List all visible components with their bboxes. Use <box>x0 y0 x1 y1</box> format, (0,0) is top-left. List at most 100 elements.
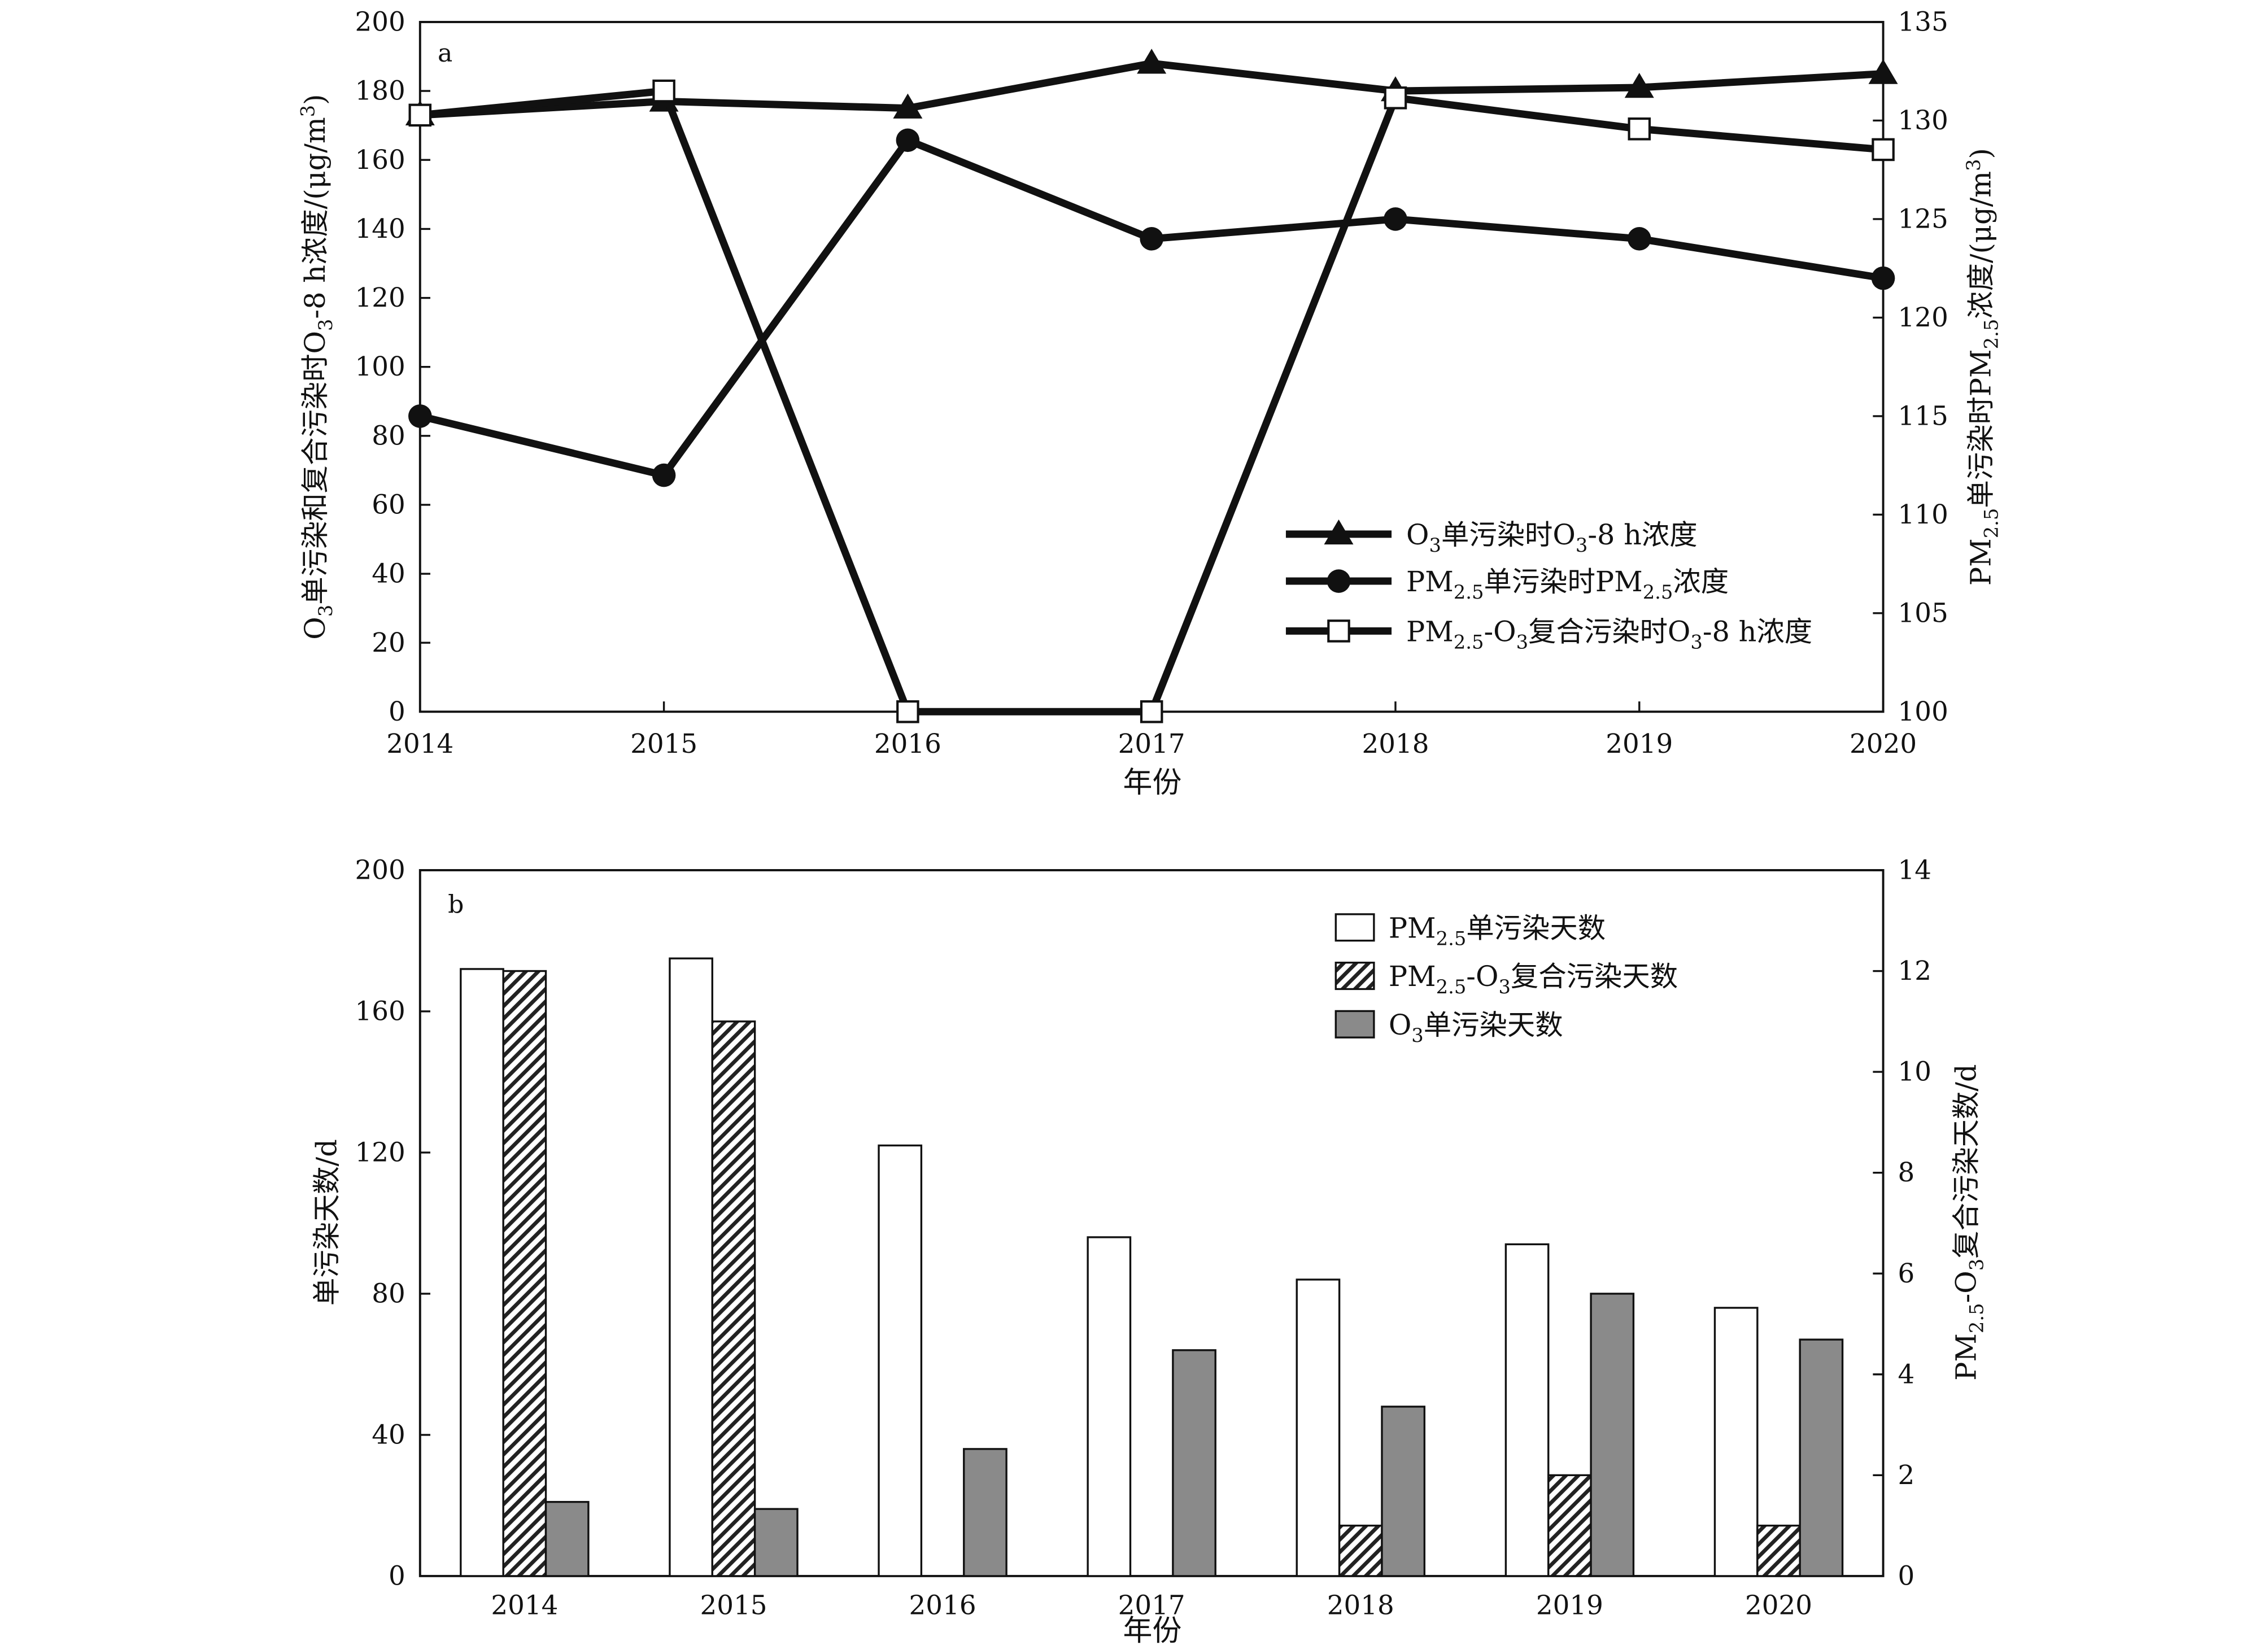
tick-label: 2016 <box>874 729 941 760</box>
bar <box>1338 1524 1383 1577</box>
panel-a-right-ylabel: PM2.5单污染时PM2.5浓度/(μg/m3) <box>1962 148 2002 586</box>
data-point-square <box>1140 700 1163 723</box>
tick-label: 4 <box>1898 1359 1915 1390</box>
panel-a-x-axis: 2014 2015 2016 2017 2018 2019 2020 <box>386 701 1917 760</box>
panel-a-xlabel: 年份 <box>1123 766 1182 800</box>
legend-item-o3-single: O3单污染时O3-8 h浓度 <box>1285 518 1698 556</box>
legend-item-pm25-days: PM2.5单污染天数 <box>1334 911 1606 949</box>
legend-item-compound-days: PM2.5-O3复合污染天数 <box>1334 960 1678 998</box>
tick-label: 10 <box>1898 1057 1932 1088</box>
series-line <box>419 136 1884 479</box>
panel-b-xlabel: 年份 <box>1123 1614 1182 1645</box>
svg-text:O3单污染天数: O3单污染天数 <box>1389 1009 1563 1046</box>
tick-label: 130 <box>1898 106 1948 136</box>
bar <box>1381 1406 1426 1577</box>
tick-label: 2015 <box>700 1590 767 1621</box>
tick-label: 20 <box>372 628 405 658</box>
data-point-circle <box>1871 266 1895 290</box>
tick-label: 110 <box>1898 500 1948 530</box>
bar <box>669 957 713 1577</box>
tick-label: 115 <box>1898 401 1948 431</box>
bar <box>878 1144 923 1577</box>
tick-label: 2019 <box>1606 729 1673 760</box>
data-point-triangle <box>893 93 923 119</box>
data-point-circle <box>652 463 676 487</box>
panel-a-left-ylabel: O3单污染和复合污染时O3-8 h浓度/(μg/m3) <box>297 94 337 640</box>
tick-label: 2015 <box>630 729 697 760</box>
tick-label: 120 <box>355 1138 405 1168</box>
tick-label: 125 <box>1898 204 1948 235</box>
tick-label: 120 <box>1898 303 1948 333</box>
panel-b-left-ylabel: 单污染天数/d <box>311 1139 343 1306</box>
tick-label: 100 <box>355 352 405 382</box>
tick-label: 80 <box>372 1279 405 1309</box>
data-point-triangle <box>1624 73 1654 98</box>
data-point-circle <box>1384 207 1407 231</box>
data-point-square <box>1384 86 1407 110</box>
tick-label: 200 <box>355 856 405 886</box>
panel-a-left-axis: 0 20 40 60 80 100 120 140 160 180 200 <box>355 7 430 727</box>
legend-item-pm25-single: PM2.5单污染时PM2.5浓度 <box>1285 565 1729 603</box>
data-point-circle <box>896 128 920 152</box>
bar <box>711 1020 756 1577</box>
tick-label: 2017 <box>1118 729 1185 760</box>
tick-label: 200 <box>355 7 405 38</box>
tick-label: 2018 <box>1327 1590 1394 1621</box>
tick-label: 60 <box>372 490 405 521</box>
bar <box>1713 1307 1759 1577</box>
tick-label: 2016 <box>909 1590 976 1621</box>
bar <box>1296 1279 1341 1577</box>
panel-b-bars <box>460 957 1844 1577</box>
tick-label: 14 <box>1898 856 1932 886</box>
bar <box>1547 1474 1592 1577</box>
tick-label: 105 <box>1898 598 1948 629</box>
tick-label: 160 <box>355 145 405 176</box>
tick-label: 2018 <box>1362 729 1429 760</box>
panel-a-right-axis: 100 105 110 115 120 125 130 135 <box>1873 7 1948 727</box>
data-point-square <box>896 700 919 723</box>
panel-b-right-ylabel: PM2.5-O3复合污染天数/d <box>1949 1064 1987 1381</box>
tick-label: 2020 <box>1850 729 1917 760</box>
svg-text:PM2.5-O3复合污染天数: PM2.5-O3复合污染天数 <box>1389 960 1678 998</box>
bar <box>1172 1349 1216 1577</box>
tick-label: 12 <box>1898 956 1932 987</box>
legend-item-compound: PM2.5-O3复合污染时O3-8 h浓度 <box>1285 616 1812 653</box>
tick-label: 40 <box>372 559 405 590</box>
data-point-triangle <box>1868 59 1898 84</box>
data-point-triangle <box>1137 49 1167 74</box>
panel-b-right-axis: 0 2 4 6 8 10 12 14 <box>1873 856 1932 1591</box>
bar <box>1799 1338 1844 1577</box>
legend-item-o3-days: O3单污染天数 <box>1334 1009 1563 1046</box>
panel-b-left-axis: 0 40 80 120 160 200 <box>355 856 430 1591</box>
data-point-square <box>408 103 432 127</box>
svg-text:PM2.5单污染天数: PM2.5单污染天数 <box>1389 911 1606 949</box>
tick-label: 0 <box>389 697 405 727</box>
panel-a-legend: O3单污染时O3-8 h浓度 PM2.5单污染时PM2.5浓度 PM2.5-O3… <box>1285 518 1812 653</box>
bar <box>544 1500 590 1577</box>
tick-label: 6 <box>1898 1259 1915 1289</box>
bar <box>460 968 504 1577</box>
panel-b-x-axis: 2014 2015 2016 2017 2018 2019 2020 <box>491 1590 1812 1621</box>
data-point-circle <box>1140 227 1163 251</box>
tick-label: 0 <box>1898 1561 1915 1591</box>
panel-a-series <box>405 49 1898 723</box>
bar <box>1590 1293 1635 1577</box>
tick-label: 80 <box>372 421 405 451</box>
data-point-square <box>1628 117 1651 141</box>
tick-label: 140 <box>355 214 405 245</box>
tick-label: 160 <box>355 997 405 1027</box>
tick-label: 100 <box>1898 697 1948 727</box>
tick-label: 180 <box>355 76 405 107</box>
tick-label: 2017 <box>1118 1590 1185 1621</box>
svg-text:PM2.5-O3复合污染时O3-8 h浓度: PM2.5-O3复合污染时O3-8 h浓度 <box>1406 616 1812 653</box>
tick-label: 2 <box>1898 1460 1915 1491</box>
bar <box>1756 1524 1801 1577</box>
panel-b-plot-area <box>418 869 1885 1577</box>
bar <box>753 1508 799 1577</box>
data-point-circle <box>1627 227 1651 251</box>
bar <box>1504 1243 1550 1577</box>
panel-a-plot-area <box>418 21 1885 713</box>
panel-b-label: b <box>448 890 464 919</box>
